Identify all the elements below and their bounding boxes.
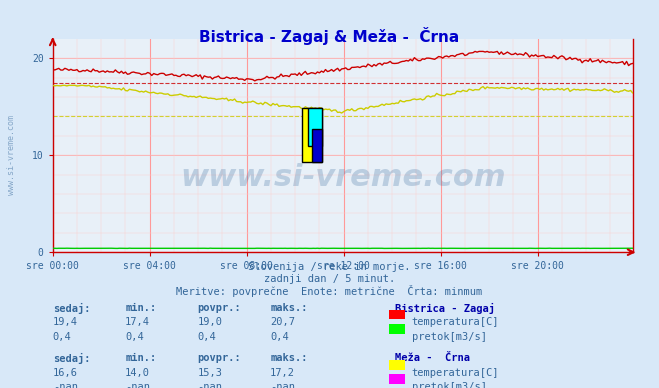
Text: Meritve: povprečne  Enote: metrične  Črta: minmum: Meritve: povprečne Enote: metrične Črta:… [177,285,482,297]
Text: sedaj:: sedaj: [53,303,90,314]
Text: pretok[m3/s]: pretok[m3/s] [412,332,487,342]
Text: Bistrica - Zagaj & Meža -  Črna: Bistrica - Zagaj & Meža - Črna [200,27,459,45]
FancyBboxPatch shape [312,130,322,161]
Text: -nan: -nan [53,382,78,388]
FancyBboxPatch shape [308,108,322,146]
Text: Slovenija / reke in morje.: Slovenija / reke in morje. [248,262,411,272]
Text: 0,4: 0,4 [270,332,289,342]
Text: sedaj:: sedaj: [53,353,90,364]
Text: 0,4: 0,4 [198,332,216,342]
Text: Meža -  Črna: Meža - Črna [395,353,471,363]
Text: 19,4: 19,4 [53,317,78,327]
Text: 19,0: 19,0 [198,317,223,327]
Text: www.si-vreme.com: www.si-vreme.com [180,163,505,192]
Text: povpr.:: povpr.: [198,303,241,313]
Text: temperatura[C]: temperatura[C] [412,368,500,378]
Text: -nan: -nan [125,382,150,388]
Text: 0,4: 0,4 [125,332,144,342]
Text: temperatura[C]: temperatura[C] [412,317,500,327]
Text: 15,3: 15,3 [198,368,223,378]
Text: 20,7: 20,7 [270,317,295,327]
Text: pretok[m3/s]: pretok[m3/s] [412,382,487,388]
Text: maks.:: maks.: [270,303,308,313]
Text: 17,4: 17,4 [125,317,150,327]
Text: 0,4: 0,4 [53,332,71,342]
Text: -nan: -nan [270,382,295,388]
Text: min.:: min.: [125,303,156,313]
Text: povpr.:: povpr.: [198,353,241,363]
Text: -nan: -nan [198,382,223,388]
Text: Bistrica - Zagaj: Bistrica - Zagaj [395,303,496,314]
Text: min.:: min.: [125,353,156,363]
Text: zadnji dan / 5 minut.: zadnji dan / 5 minut. [264,274,395,284]
Text: 16,6: 16,6 [53,368,78,378]
Text: 14,0: 14,0 [125,368,150,378]
FancyBboxPatch shape [302,108,322,161]
Text: maks.:: maks.: [270,353,308,363]
Text: www.si-vreme.com: www.si-vreme.com [7,115,16,195]
Text: 17,2: 17,2 [270,368,295,378]
